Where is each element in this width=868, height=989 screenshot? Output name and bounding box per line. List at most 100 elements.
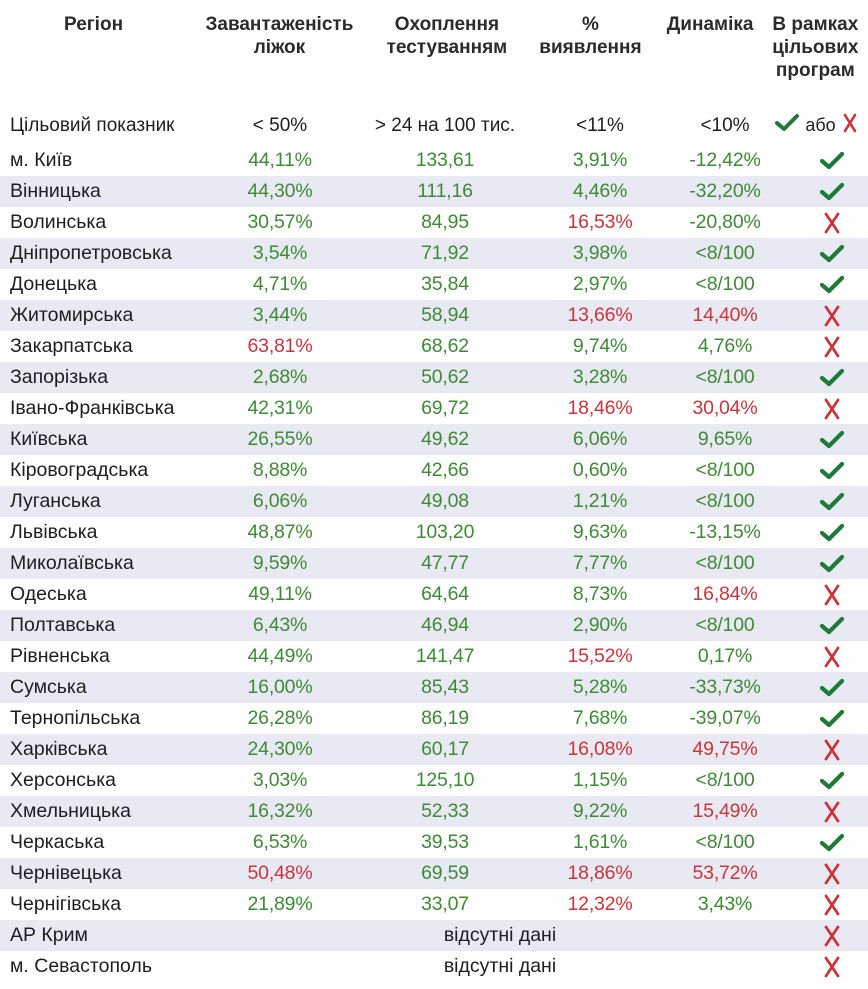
row-detection-rate: 2,90%	[572, 614, 628, 636]
row-region: Івано-Франківська	[10, 397, 175, 419]
row-dynamics: -33,73%	[689, 676, 761, 698]
row-detection-rate: 0,60%	[572, 459, 628, 481]
row-region: Черкаська	[10, 831, 105, 853]
table-row: Закарпатська 63,81% 68,62 9,74% 4,76%	[0, 331, 868, 362]
header-dynamics: Динаміка	[666, 14, 754, 35]
row-testing-coverage: 111,16	[417, 180, 473, 202]
row-region: Львівська	[10, 521, 98, 543]
row-dynamics: -32,20%	[689, 180, 761, 202]
table-row: Херсонська 3,03% 125,10 1,15% <8/100	[0, 765, 868, 796]
row-program-status	[795, 397, 868, 420]
row-bed-occupancy: 63,81%	[247, 335, 313, 357]
cross-icon	[823, 397, 841, 420]
row-detection-rate: 2,97%	[572, 273, 628, 295]
target-testing: > 24 на 100 тис.	[374, 114, 516, 136]
row-detection-rate: 1,21%	[572, 490, 628, 512]
row-program-status	[795, 304, 868, 327]
row-region: Тернопільська	[10, 707, 141, 729]
row-bed-occupancy: 16,00%	[247, 676, 313, 698]
row-testing-coverage: 49,62	[421, 428, 469, 450]
cross-icon	[823, 800, 841, 823]
row-dynamics: 0,17%	[697, 645, 753, 667]
row-program-status	[795, 242, 868, 265]
row-testing-coverage: 60,17	[421, 738, 469, 760]
row-region: АР Крим	[10, 924, 88, 946]
row-program-status	[795, 428, 868, 451]
header-bed-occupancy: Завантаженість ліжок	[205, 14, 354, 58]
row-testing-coverage: 103,20	[415, 521, 475, 543]
row-dynamics: -13,15%	[689, 521, 761, 543]
row-bed-occupancy: 6,53%	[252, 831, 308, 853]
row-program-status	[795, 924, 868, 947]
cross-icon	[823, 862, 841, 885]
row-dynamics: 4,76%	[697, 335, 753, 357]
row-testing-coverage: 133,61	[415, 149, 475, 171]
check-icon	[819, 149, 845, 171]
row-detection-rate: 3,98%	[572, 242, 628, 264]
row-testing-coverage: 141,47	[415, 645, 475, 667]
check-icon	[819, 707, 845, 729]
row-detection-rate: 1,61%	[572, 831, 628, 853]
row-detection-rate: 9,74%	[572, 335, 628, 357]
row-region: Вінницька	[10, 180, 101, 202]
check-icon	[819, 676, 845, 698]
row-region: Дніпропетровська	[10, 242, 172, 264]
row-dynamics: -20,80%	[689, 211, 761, 233]
row-no-data: відсутні дані	[443, 924, 557, 946]
row-region: Закарпатська	[10, 335, 133, 357]
row-bed-occupancy: 16,32%	[247, 800, 313, 822]
row-bed-occupancy: 9,59%	[252, 552, 308, 574]
row-region: Чернігівська	[10, 893, 122, 915]
check-icon	[819, 273, 845, 295]
table-row: Донецька 4,71% 35,84 2,97% <8/100	[0, 269, 868, 300]
row-program-status	[795, 211, 868, 234]
row-dynamics: <8/100	[695, 242, 755, 264]
row-dynamics: <8/100	[695, 273, 755, 295]
table-row: Рівненська 44,49% 141,47 15,52% 0,17%	[0, 641, 868, 672]
row-program-status	[795, 459, 868, 482]
table-row: Житомирська 3,44% 58,94 13,66% 14,40%	[0, 300, 868, 331]
row-bed-occupancy: 3,03%	[252, 769, 308, 791]
row-program-status	[795, 831, 868, 854]
row-detection-rate: 7,77%	[572, 552, 628, 574]
row-program-status	[795, 552, 868, 575]
row-program-status	[795, 893, 868, 916]
row-dynamics: 30,04%	[692, 397, 758, 419]
row-detection-rate: 6,06%	[572, 428, 628, 450]
row-testing-coverage: 39,53	[421, 831, 469, 853]
row-dynamics: <8/100	[695, 769, 755, 791]
check-icon	[819, 552, 845, 574]
row-dynamics: <8/100	[695, 366, 755, 388]
row-dynamics: 49,75%	[692, 738, 758, 760]
row-bed-occupancy: 8,88%	[252, 459, 308, 481]
cross-icon	[823, 645, 841, 668]
row-dynamics: <8/100	[695, 552, 755, 574]
row-bed-occupancy: 44,49%	[247, 645, 313, 667]
row-bed-occupancy: 44,30%	[247, 180, 313, 202]
check-icon	[819, 831, 845, 853]
row-testing-coverage: 49,08	[421, 490, 469, 512]
table-row: Івано-Франківська 42,31% 69,72 18,46% 30,04%	[0, 393, 868, 424]
row-program-status	[795, 273, 868, 296]
row-dynamics: 3,43%	[697, 893, 753, 915]
row-testing-coverage: 69,72	[421, 397, 469, 419]
check-icon	[819, 490, 845, 512]
check-icon	[819, 614, 845, 636]
row-testing-coverage: 52,33	[421, 800, 469, 822]
row-region: Запорізька	[10, 366, 109, 388]
row-detection-rate: 13,66%	[567, 304, 633, 326]
cross-icon	[842, 113, 858, 139]
row-program-status	[795, 180, 868, 203]
cross-icon	[823, 893, 841, 916]
cross-icon	[823, 335, 841, 358]
table-row: Запорізька 2,68% 50,62 3,28% <8/100	[0, 362, 868, 393]
row-program-status	[795, 645, 868, 668]
row-program-status	[795, 149, 868, 172]
row-region: Херсонська	[10, 769, 116, 791]
row-program-status	[795, 614, 868, 637]
row-program-status	[795, 769, 868, 792]
row-testing-coverage: 64,64	[421, 583, 469, 605]
row-testing-coverage: 50,62	[421, 366, 469, 388]
row-dynamics: <8/100	[695, 459, 755, 481]
